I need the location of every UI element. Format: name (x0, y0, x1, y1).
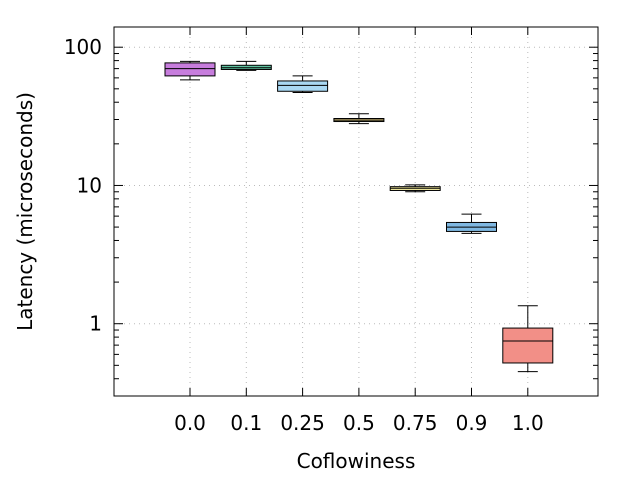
x-tick-label: 1.0 (512, 411, 544, 435)
grid-lines (114, 27, 598, 396)
x-tick-label: 0.0 (174, 411, 206, 435)
x-axis-title: Coflowiness (297, 449, 416, 473)
y-tick-label: 100 (64, 35, 102, 59)
box-0-9 (446, 213, 497, 234)
box-0-75 (389, 184, 441, 193)
box-0-25 (277, 75, 329, 94)
iqr-box (164, 62, 216, 77)
x-tick-label: 0.1 (230, 411, 262, 435)
x-tick-label: 0.25 (280, 411, 325, 435)
y-tick-label: 10 (77, 173, 102, 197)
x-tick-label: 0.5 (343, 411, 375, 435)
x-tick-label: 0.9 (456, 411, 488, 435)
boxes (164, 60, 554, 373)
x-axis-ticks: 0.0 0.1 0.25 0.5 0.75 0.9 1.0 (174, 27, 544, 435)
y-tick-label: 1 (89, 312, 102, 336)
box-0-5 (333, 113, 385, 125)
iqr-box (277, 80, 329, 92)
minor-ticks (114, 53, 598, 397)
x-tick-label: 0.75 (393, 411, 438, 435)
iqr-box (502, 327, 554, 364)
y-axis-ticks: 1 10 100 (64, 35, 598, 336)
plot-frame (113, 26, 599, 397)
box-0-1 (220, 60, 272, 71)
y-axis-title: Latency (microseconds) (13, 92, 37, 331)
box-1-0 (502, 305, 554, 373)
box-0-0 (164, 60, 216, 81)
